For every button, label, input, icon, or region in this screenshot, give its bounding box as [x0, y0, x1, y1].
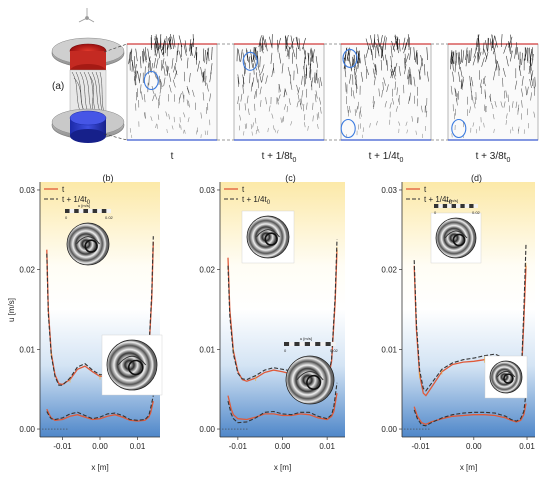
y-tick-label: 0.00: [19, 425, 35, 434]
y-tick-label: 0.00: [199, 425, 215, 434]
vortex-inset-1: u [m/s] 0 0.02: [65, 203, 114, 266]
panel-a: (a): [51, 8, 539, 164]
snapshot-3: [340, 34, 432, 141]
flow-snapshots: [126, 33, 539, 141]
velocity-streaks: [343, 34, 429, 139]
panel-a-label: (a): [52, 81, 64, 92]
vortex-marker: [242, 51, 258, 71]
vortex-inset-1: u [m/s] 0 0.02: [430, 198, 482, 264]
x-tick-label: 0.00: [275, 442, 291, 451]
y-tick-label: 0.01: [381, 345, 397, 354]
vortex-marker: [143, 70, 159, 91]
colorbar-label: u [m/s]: [78, 203, 90, 208]
colorbar-tick: 0.02: [330, 348, 339, 353]
snapshot-label-2: t + 1/8t0: [262, 151, 297, 164]
panel-label: (b): [103, 173, 114, 183]
series-line-2: [227, 239, 338, 385]
y-tick-label: 0.01: [199, 345, 215, 354]
legend-entry-2: t + 1/4t0: [242, 195, 271, 206]
colorbar-tick: 0.02: [472, 210, 481, 215]
series-line-3: [46, 400, 154, 422]
chart-d: (d) 0.00 0.01 0.02 0.03 -0.01 0.00 0.01 x [m] tt …: [381, 173, 535, 472]
x-tick-label: 0.01: [319, 442, 335, 451]
x-tick-label: -0.01: [229, 442, 248, 451]
x-axis-label: x [m]: [460, 463, 477, 472]
legend-entry-1: t: [424, 185, 427, 194]
series-line-3: [227, 393, 338, 421]
y-axis-label: u [m/s]: [7, 298, 16, 322]
legend: tt + 1/4t0: [406, 185, 453, 206]
vortex-marker: [451, 118, 467, 139]
chart-panels: (b) 0.00 0.01 0.02 0.03 -0.01 0.00 0.01 x [m] u […: [7, 173, 535, 472]
colorbar-tick: 0: [434, 210, 437, 215]
y-tick-label: 0.02: [381, 266, 397, 275]
snapshot-2: [233, 34, 325, 141]
chart-b: (b) 0.00 0.01 0.02 0.03 -0.01 0.00 0.01 x [m] u […: [7, 173, 163, 472]
apparatus-illustration: [51, 37, 125, 143]
colorbar-tick: 0: [284, 348, 287, 353]
legend: tt + 1/4t0: [224, 185, 271, 206]
plot-background: [40, 182, 160, 437]
legend-entry-1: t: [242, 185, 245, 194]
y-tick-label: 0.00: [381, 425, 397, 434]
y-tick-label: 0.02: [199, 266, 215, 275]
series-line-4: [46, 395, 154, 421]
snapshot-1: [126, 33, 218, 141]
vortex-inset-2: [484, 355, 528, 399]
x-tick-label: 0.00: [466, 442, 482, 451]
x-tick-label: 0.01: [519, 442, 535, 451]
colorbar-label: u [m/s]: [446, 198, 458, 203]
vortex-inset-1: [241, 210, 295, 264]
x-tick-label: -0.01: [53, 442, 72, 451]
legend-entry-2: t + 1/4t0: [62, 195, 91, 206]
chart-c: (c) 0.00 0.01 0.02 0.03 -0.01 0.00 0.01 x [m] tt …: [199, 173, 345, 472]
snapshot-4: [447, 34, 539, 141]
velocity-streaks: [450, 34, 536, 139]
y-tick-label: 0.01: [19, 345, 35, 354]
x-tick-label: 0.01: [130, 442, 146, 451]
vortex-marker: [342, 48, 358, 68]
colorbar-tick: 0.02: [105, 215, 114, 220]
series-line-4: [413, 393, 527, 427]
panel-label: (c): [285, 173, 296, 183]
vortex-inset-2: [101, 334, 163, 396]
snapshot-label-3: t + 1/4t0: [369, 151, 404, 164]
vortex-marker: [340, 118, 356, 139]
snapshot-label-1: t: [171, 151, 174, 162]
x-tick-label: 0.00: [92, 442, 108, 451]
x-axis-label: x [m]: [274, 463, 291, 472]
legend: tt + 1/4t0: [44, 185, 91, 206]
series-line-3: [413, 403, 527, 426]
velocity-streaks: [236, 34, 323, 136]
y-tick-label: 0.03: [381, 186, 397, 195]
snapshot-labels: t t + 1/8t0 t + 1/4t0 t + 3/8t0: [171, 151, 511, 164]
series-line-4: [227, 382, 338, 424]
panel-label: (d): [471, 173, 482, 183]
colorbar-tick: 0: [65, 215, 68, 220]
x-axis-label: x [m]: [91, 463, 108, 472]
colorbar-label: u [m/s]: [300, 336, 312, 341]
x-tick-label: -0.01: [412, 442, 431, 451]
axis-triad-icon: [78, 8, 95, 23]
y-tick-label: 0.03: [19, 186, 35, 195]
y-tick-label: 0.02: [19, 266, 35, 275]
vortex-inset-2: u [m/s] 0 0.02: [284, 336, 339, 405]
legend-entry-1: t: [62, 185, 65, 194]
connector-lines: [103, 43, 448, 141]
y-tick-label: 0.03: [199, 186, 215, 195]
legend-entry-2: t + 1/4t0: [424, 195, 453, 206]
snapshot-label-4: t + 3/8t0: [476, 151, 511, 164]
